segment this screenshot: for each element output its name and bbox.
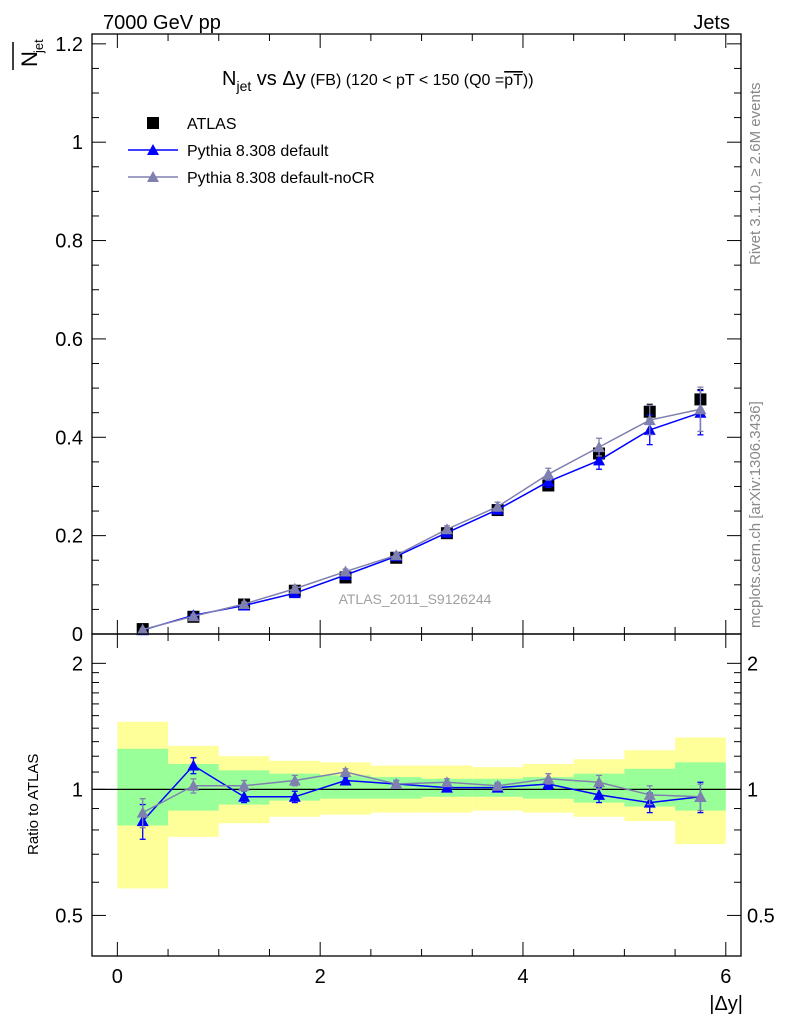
ratio-ytick-label: 1 xyxy=(72,779,83,801)
legend-label-default: Pythia 8.308 default xyxy=(187,143,329,160)
ratio-point xyxy=(593,788,606,800)
data-point xyxy=(390,549,403,561)
title-range: (120 < pT < 150 (Q0 = xyxy=(341,72,504,89)
data-point xyxy=(491,500,504,512)
ratio-point xyxy=(643,788,656,800)
ratio-ytick-label: 2 xyxy=(72,653,83,675)
xtick-label: 4 xyxy=(517,966,528,988)
legend-marker-nocr xyxy=(147,171,159,182)
main-ytick-label: 0 xyxy=(72,624,83,646)
main-ytick-label: 1 xyxy=(72,132,83,154)
legend-marker-atlas xyxy=(147,117,159,129)
data-point xyxy=(694,403,707,415)
series-line xyxy=(142,411,701,631)
data-point xyxy=(593,454,606,466)
ratio-point xyxy=(339,766,352,778)
data-point xyxy=(593,441,606,453)
ratio-ytick-label-right: 0.5 xyxy=(747,905,775,927)
ratio-point xyxy=(593,776,606,788)
rivet-label: Rivet 3.1.10, ≥ 2.6M events xyxy=(747,83,764,266)
legend-marker-default xyxy=(147,144,159,155)
legend: ATLAS Pythia 8.308 default Pythia 8.308 … xyxy=(128,116,375,187)
ratio-point xyxy=(238,779,251,791)
ratio-point xyxy=(136,806,149,818)
mcplots-label: mcplots.cern.ch [arXiv:1306.3436] xyxy=(747,401,764,628)
ratio-point xyxy=(187,759,200,771)
data-point xyxy=(339,565,352,577)
data-point xyxy=(238,598,251,609)
xlabel: |Δy| xyxy=(709,993,743,1015)
data-point xyxy=(542,475,555,487)
ratio-point xyxy=(339,774,352,786)
title-n: N xyxy=(222,68,236,90)
title-pt-bar: pT xyxy=(504,72,523,89)
title-vs: vs Δy xyxy=(251,68,305,90)
legend-label-atlas: ATLAS xyxy=(187,116,237,133)
main-ylabel-sub: jet xyxy=(31,39,46,54)
xtick-label: 6 xyxy=(720,966,731,988)
main-ytick-label: 0.4 xyxy=(55,427,83,449)
header-right: Jets xyxy=(693,12,730,34)
ratio-panel: 0.5 0.5 1 1 2 2 0 2 4 6 xyxy=(55,633,775,988)
main-ytick-label: 0.2 xyxy=(55,526,83,548)
ratio-ytick-label: 0.5 xyxy=(55,905,83,927)
xtick-label: 2 xyxy=(315,966,326,988)
ratio-point xyxy=(440,776,453,788)
ratio-point xyxy=(694,790,707,802)
data-point xyxy=(643,414,656,426)
main-ylabel-n: N xyxy=(17,51,42,67)
title-close: )) xyxy=(523,72,534,89)
series-2 xyxy=(136,386,707,635)
header-left: 7000 GeV pp xyxy=(103,12,221,34)
ratio-point xyxy=(288,774,301,786)
data-point xyxy=(288,582,301,594)
data-point xyxy=(440,523,453,535)
chart-title: Njet vs Δy (FB) (120 < pT < 150 (Q0 =pT)… xyxy=(222,68,534,94)
main-ylabel: N jet xyxy=(12,39,46,70)
series-line xyxy=(142,408,701,631)
legend-label-nocr: Pythia 8.308 default-noCR xyxy=(187,170,375,187)
ratio-line xyxy=(142,764,701,822)
main-ytick-label: 0.6 xyxy=(55,329,83,351)
analysis-watermark: ATLAS_2011_S9126244 xyxy=(339,591,492,607)
title-fb: (FB) xyxy=(306,72,342,89)
ratio-point xyxy=(390,777,403,789)
main-panel: 0 0.2 0.4 0.6 0.8 1 1.2 xyxy=(55,33,742,646)
ratio-point xyxy=(288,790,301,802)
ratio-point xyxy=(238,790,251,802)
ratio-series-1 xyxy=(136,766,707,829)
ratio-point xyxy=(542,772,555,784)
ratio-point xyxy=(187,779,200,791)
ratio-ytick-label-right: 2 xyxy=(747,653,758,675)
xtick-label: 0 xyxy=(112,966,123,988)
ratio-frame xyxy=(91,633,742,957)
data-point xyxy=(136,623,149,635)
data-point xyxy=(542,468,555,480)
title-jet-sub: jet xyxy=(235,78,251,94)
ratio-point xyxy=(491,779,504,791)
ratio-line xyxy=(142,771,701,814)
ratio-ylabel: Ratio to ATLAS xyxy=(25,754,42,855)
main-ytick-label: 0.8 xyxy=(55,231,83,253)
main-ytick-label: 1.2 xyxy=(55,34,83,56)
ratio-ytick-label-right: 1 xyxy=(747,779,758,801)
data-point xyxy=(187,610,200,622)
